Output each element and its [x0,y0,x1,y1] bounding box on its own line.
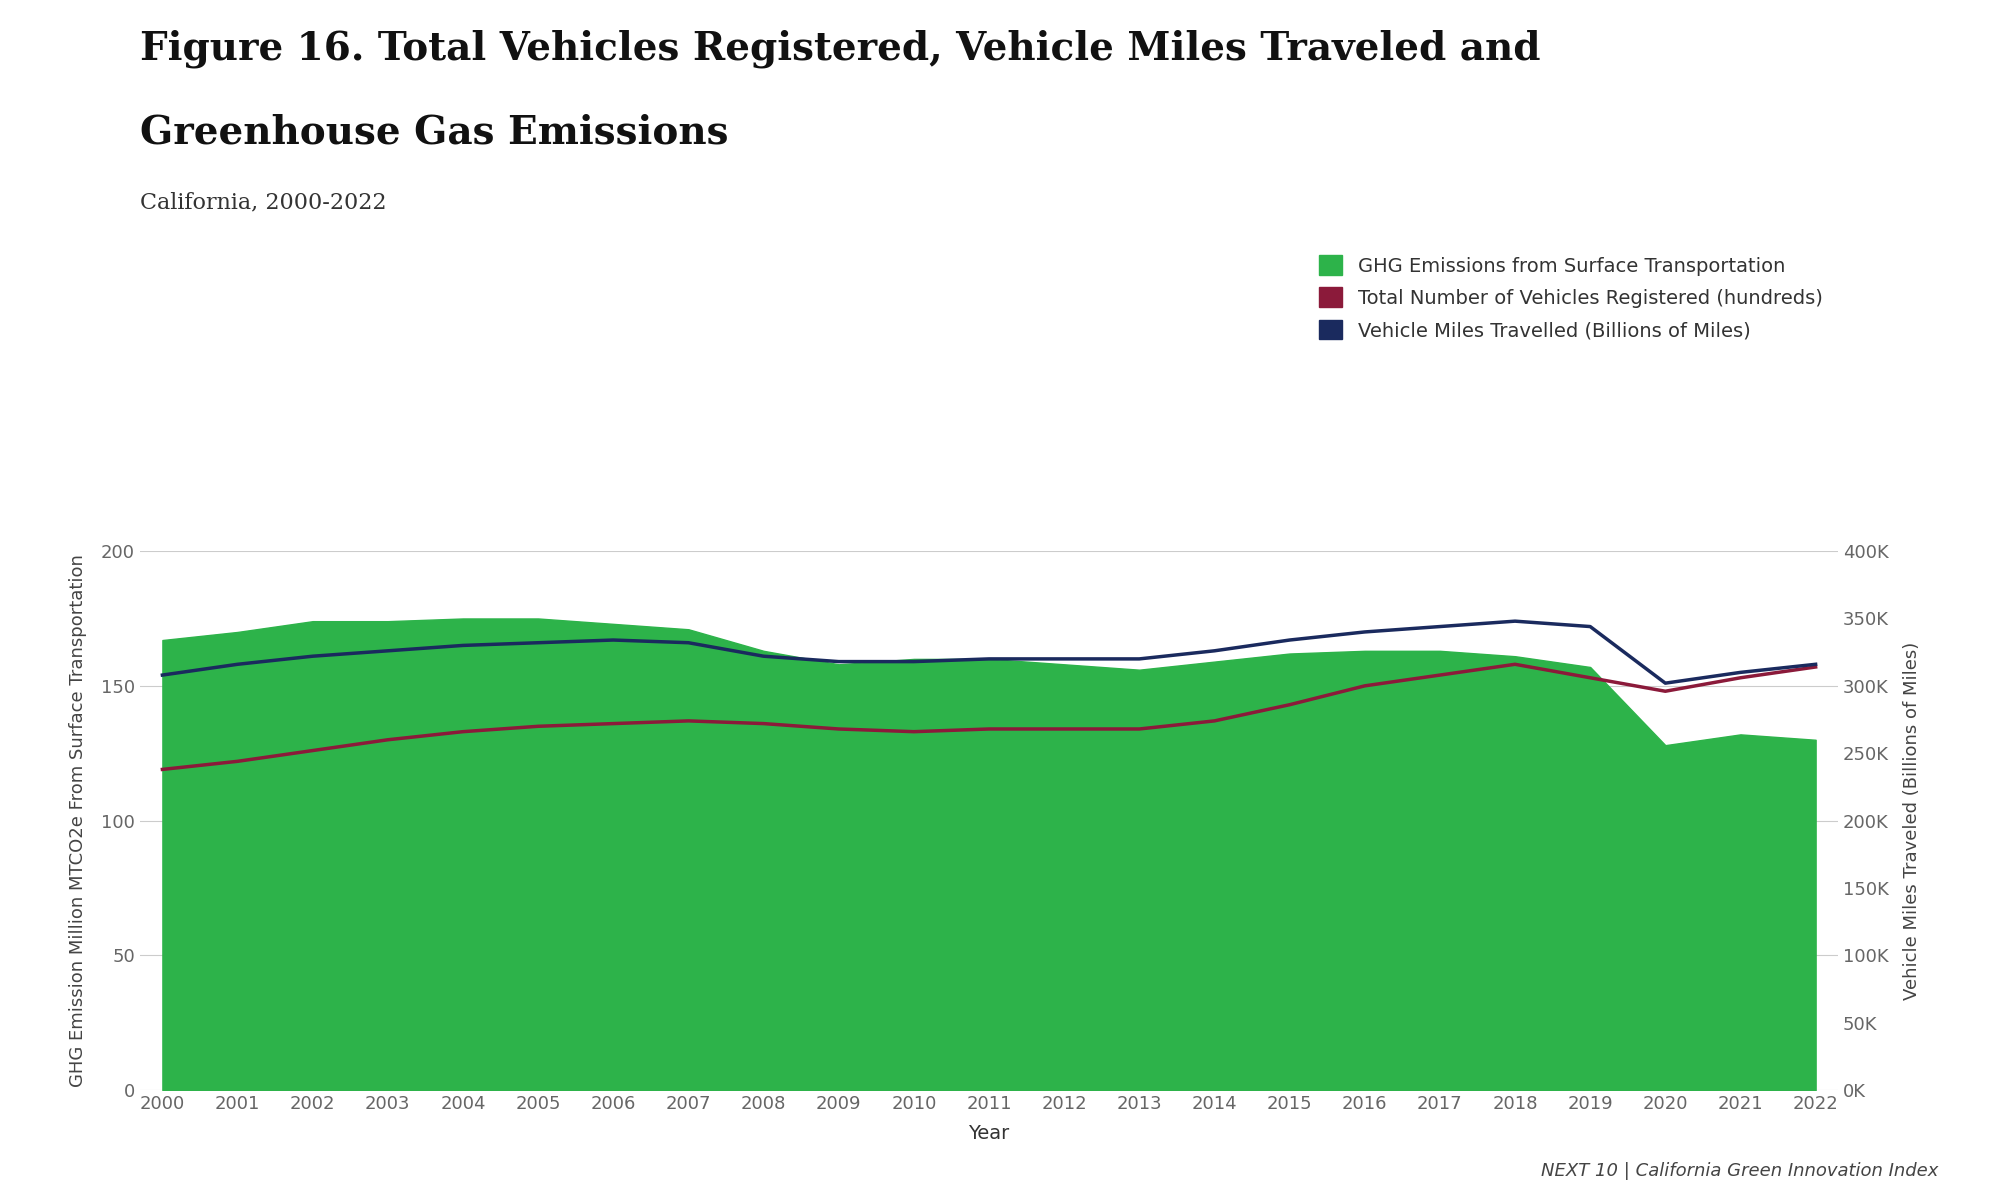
Text: Figure 16. Total Vehicles Registered, Vehicle Miles Traveled and: Figure 16. Total Vehicles Registered, Ve… [140,30,1540,68]
Y-axis label: Vehicle Miles Traveled (Billions of Miles): Vehicle Miles Traveled (Billions of Mile… [1902,641,1920,1000]
Text: Greenhouse Gas Emissions: Greenhouse Gas Emissions [140,114,729,152]
Text: NEXT 10 | California Green Innovation Index: NEXT 10 | California Green Innovation In… [1540,1162,1938,1180]
Text: California, 2000-2022: California, 2000-2022 [140,192,386,213]
Y-axis label: GHG Emission Million MTCO2e From Surface Transportation: GHG Emission Million MTCO2e From Surface… [70,555,88,1087]
X-axis label: Year: Year [969,1124,1009,1143]
Legend: GHG Emissions from Surface Transportation, Total Number of Vehicles Registered (: GHG Emissions from Surface Transportatio… [1313,249,1828,346]
